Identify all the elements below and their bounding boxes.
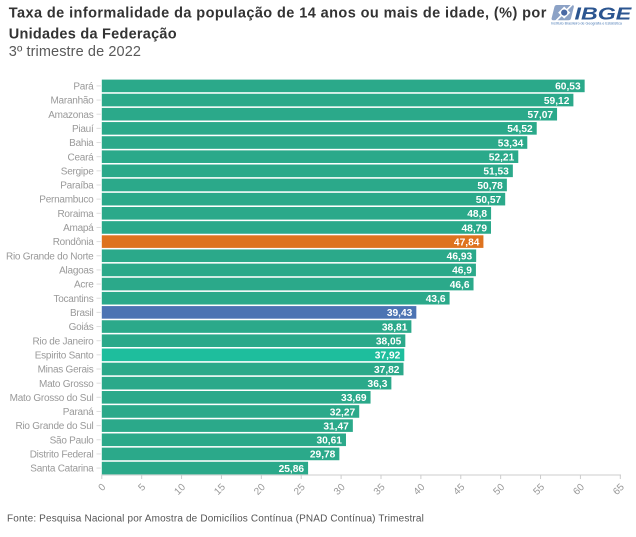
svg-text:33,69: 33,69 <box>341 393 367 404</box>
svg-text:Instituto Brasileiro de Geogra: Instituto Brasileiro de Geografia e Esta… <box>551 22 622 26</box>
svg-text:57,07: 57,07 <box>528 110 554 121</box>
svg-text:Taxa de informalidade da popul: Taxa de informalidade da população de 14… <box>9 5 547 21</box>
svg-text:Paraíba: Paraíba <box>60 181 94 192</box>
svg-text:São Paulo: São Paulo <box>50 435 95 446</box>
svg-text:Mato Grosso do Sul: Mato Grosso do Sul <box>10 393 94 404</box>
svg-text:Amazonas: Amazonas <box>48 110 93 121</box>
svg-text:51,53: 51,53 <box>483 167 509 178</box>
svg-text:Rondônia: Rondônia <box>53 237 95 248</box>
svg-text:Maranhão: Maranhão <box>50 96 94 107</box>
svg-text:48,79: 48,79 <box>462 223 488 234</box>
svg-text:38,81: 38,81 <box>382 322 408 333</box>
svg-text:Brasil: Brasil <box>70 308 94 319</box>
svg-text:Unidades da Federação: Unidades da Federação <box>9 26 177 42</box>
svg-text:Mato Grosso: Mato Grosso <box>39 379 94 390</box>
svg-text:37,82: 37,82 <box>374 365 400 376</box>
svg-text:Espirito Santo: Espirito Santo <box>35 350 94 361</box>
svg-text:Rio de Janeiro: Rio de Janeiro <box>33 336 95 347</box>
svg-text:25,86: 25,86 <box>279 464 305 475</box>
svg-text:Rio Grande do Sul: Rio Grande do Sul <box>15 421 93 432</box>
svg-text:Roraima: Roraima <box>57 209 94 220</box>
svg-text:36,3: 36,3 <box>368 379 388 390</box>
svg-text:Pará: Pará <box>73 82 94 93</box>
svg-text:47,84: 47,84 <box>454 237 480 248</box>
svg-text:Rio Grande do Norte: Rio Grande do Norte <box>6 251 94 262</box>
svg-text:Santa Catarina: Santa Catarina <box>30 464 94 475</box>
svg-text:46,6: 46,6 <box>450 280 470 291</box>
svg-text:Fonte: Pesquisa Nacional por A: Fonte: Pesquisa Nacional por Amostra de … <box>7 513 424 524</box>
svg-text:30,61: 30,61 <box>316 436 342 447</box>
svg-text:50,57: 50,57 <box>476 195 502 206</box>
svg-text:Alagoas: Alagoas <box>59 266 94 277</box>
svg-text:50,78: 50,78 <box>477 181 503 192</box>
svg-text:54,52: 54,52 <box>507 124 533 135</box>
svg-text:IBGE: IBGE <box>575 4 633 24</box>
svg-text:Tocantins: Tocantins <box>54 294 94 305</box>
svg-text:38,05: 38,05 <box>376 336 402 347</box>
svg-text:43,6: 43,6 <box>426 294 446 305</box>
svg-text:59,12: 59,12 <box>544 96 570 107</box>
svg-text:60,53: 60,53 <box>555 82 581 93</box>
svg-text:32,27: 32,27 <box>330 407 356 418</box>
svg-text:Sergipe: Sergipe <box>61 166 94 177</box>
svg-text:48,8: 48,8 <box>467 209 487 220</box>
svg-text:39,43: 39,43 <box>387 308 413 319</box>
svg-text:37,92: 37,92 <box>375 351 401 362</box>
svg-text:3º trimestre de 2022: 3º trimestre de 2022 <box>9 44 141 60</box>
svg-text:Paraná: Paraná <box>63 407 94 418</box>
svg-text:29,78: 29,78 <box>310 450 336 461</box>
svg-text:Bahia: Bahia <box>69 138 94 149</box>
svg-text:Acre: Acre <box>74 280 94 291</box>
svg-text:Goiás: Goiás <box>69 322 94 333</box>
svg-text:Pernambuco: Pernambuco <box>39 195 94 206</box>
svg-text:31,47: 31,47 <box>323 421 349 432</box>
svg-text:Ceará: Ceará <box>68 152 95 163</box>
svg-text:52,21: 52,21 <box>489 152 515 163</box>
svg-text:Minas Gerais: Minas Gerais <box>38 365 94 376</box>
svg-text:53,34: 53,34 <box>498 138 524 149</box>
svg-text:46,9: 46,9 <box>452 266 472 277</box>
svg-text:Distrito Federal: Distrito Federal <box>30 450 94 461</box>
svg-text:Amapá: Amapá <box>63 223 94 234</box>
svg-text:Piauí: Piauí <box>72 124 94 135</box>
svg-text:46,93: 46,93 <box>447 252 473 263</box>
